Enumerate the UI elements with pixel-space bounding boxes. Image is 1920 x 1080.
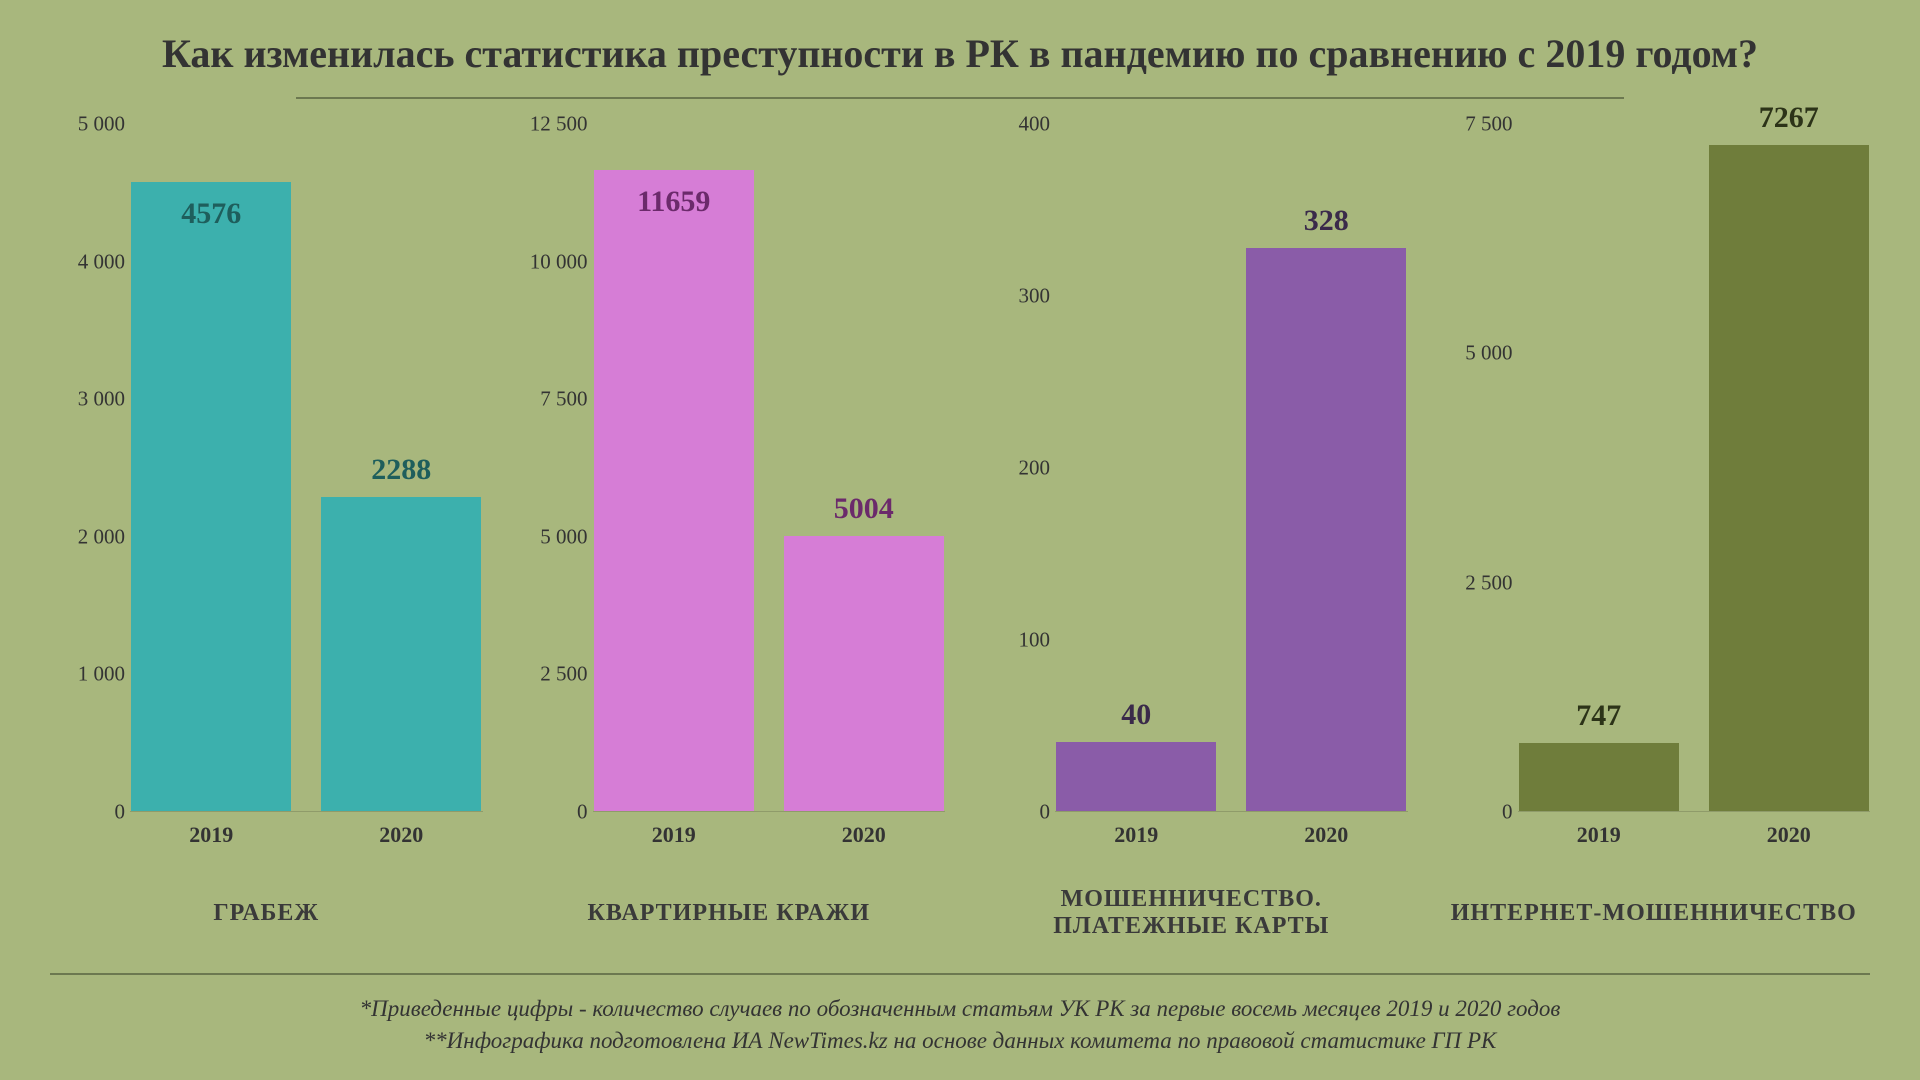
chart-panel: 02 5005 0007 500747726720192020ИНТЕРНЕТ-… bbox=[1438, 124, 1871, 943]
bar: 40 bbox=[1056, 742, 1216, 811]
x-axis: 2019 2020 bbox=[975, 822, 1408, 848]
y-tick: 7 500 bbox=[1465, 112, 1512, 137]
x-tick: 2020 bbox=[1709, 822, 1869, 848]
infographic-container: Как изменилась статистика преступности в… bbox=[0, 0, 1920, 1080]
bar: 4576 bbox=[131, 182, 291, 811]
page-title: Как изменилась статистика преступности в… bbox=[50, 30, 1870, 77]
y-axis: 02 5005 0007 500 bbox=[1438, 124, 1513, 812]
y-tick: 300 bbox=[1019, 284, 1051, 309]
bars-wrap: 11659 5004 bbox=[593, 124, 946, 812]
x-axis: 2019 2020 bbox=[50, 822, 483, 848]
chart-panel: 01002003004004032820192020МОШЕННИЧЕСТВО.… bbox=[975, 124, 1408, 943]
y-tick: 5 000 bbox=[78, 112, 125, 137]
bar-column: 747 bbox=[1519, 124, 1679, 811]
chart-title: КВАРТИРНЫЕ КРАЖИ bbox=[513, 883, 946, 943]
y-tick: 2 500 bbox=[1465, 570, 1512, 595]
plot-area: 01 0002 0003 0004 0005 00045762288 bbox=[50, 124, 483, 812]
bar: 328 bbox=[1246, 248, 1406, 811]
y-tick: 5 000 bbox=[540, 524, 587, 549]
plot-area: 010020030040040328 bbox=[975, 124, 1408, 812]
bar-column: 328 bbox=[1246, 124, 1406, 811]
title-divider bbox=[296, 97, 1625, 99]
bar-column: 4576 bbox=[131, 124, 291, 811]
bars-wrap: 40 328 bbox=[1055, 124, 1408, 812]
y-tick: 0 bbox=[577, 800, 588, 825]
bar-value-label: 328 bbox=[1246, 204, 1406, 238]
y-tick: 400 bbox=[1019, 112, 1051, 137]
x-axis: 2019 2020 bbox=[513, 822, 946, 848]
footnotes: *Приведенные цифры - количество случаев … bbox=[50, 973, 1870, 1060]
y-tick: 4 000 bbox=[78, 249, 125, 274]
footnote-1: *Приведенные цифры - количество случаев … bbox=[50, 996, 1870, 1022]
bar-value-label: 4576 bbox=[131, 197, 291, 231]
bar-column: 7267 bbox=[1709, 124, 1869, 811]
x-axis: 2019 2020 bbox=[1438, 822, 1871, 848]
bar: 747 bbox=[1519, 743, 1679, 811]
y-tick: 2 500 bbox=[540, 662, 587, 687]
bar-column: 2288 bbox=[321, 124, 481, 811]
y-tick: 2 000 bbox=[78, 524, 125, 549]
y-tick: 100 bbox=[1019, 628, 1051, 653]
charts-row: 01 0002 0003 0004 0005 00045762288201920… bbox=[50, 124, 1870, 943]
y-axis: 02 5005 0007 50010 00012 500 bbox=[513, 124, 588, 812]
x-tick: 2019 bbox=[131, 822, 291, 848]
y-tick: 10 000 bbox=[530, 249, 588, 274]
bar-value-label: 747 bbox=[1519, 699, 1679, 733]
y-tick: 0 bbox=[1040, 800, 1051, 825]
y-tick: 0 bbox=[1502, 800, 1513, 825]
footnote-2: **Инфографика подготовлена ИА NewTimes.k… bbox=[50, 1028, 1870, 1054]
chart-title: ГРАБЕЖ bbox=[50, 883, 483, 943]
bars-wrap: 747 7267 bbox=[1518, 124, 1871, 812]
bar-value-label: 7267 bbox=[1709, 101, 1869, 135]
y-axis: 0100200300400 bbox=[975, 124, 1050, 812]
chart-title: МОШЕННИЧЕСТВО. ПЛАТЕЖНЫЕ КАРТЫ bbox=[975, 883, 1408, 943]
bar-value-label: 11659 bbox=[594, 185, 754, 219]
bar: 11659 bbox=[594, 170, 754, 811]
bar-column: 40 bbox=[1056, 124, 1216, 811]
y-tick: 1 000 bbox=[78, 662, 125, 687]
bar: 2288 bbox=[321, 497, 481, 811]
y-tick: 7 500 bbox=[540, 387, 587, 412]
x-tick: 2020 bbox=[321, 822, 481, 848]
y-tick: 200 bbox=[1019, 456, 1051, 481]
chart-panel: 02 5005 0007 50010 00012 500116595004201… bbox=[513, 124, 946, 943]
bar-value-label: 2288 bbox=[321, 453, 481, 487]
bar-column: 11659 bbox=[594, 124, 754, 811]
x-tick: 2019 bbox=[1056, 822, 1216, 848]
y-tick: 3 000 bbox=[78, 387, 125, 412]
plot-area: 02 5005 0007 5007477267 bbox=[1438, 124, 1871, 812]
bar: 5004 bbox=[784, 536, 944, 811]
x-tick: 2020 bbox=[1246, 822, 1406, 848]
bar-value-label: 5004 bbox=[784, 492, 944, 526]
chart-panel: 01 0002 0003 0004 0005 00045762288201920… bbox=[50, 124, 483, 943]
x-tick: 2019 bbox=[594, 822, 754, 848]
plot-area: 02 5005 0007 50010 00012 500116595004 bbox=[513, 124, 946, 812]
y-axis: 01 0002 0003 0004 0005 000 bbox=[50, 124, 125, 812]
bar: 7267 bbox=[1709, 145, 1869, 811]
y-tick: 12 500 bbox=[530, 112, 588, 137]
bar-value-label: 40 bbox=[1056, 698, 1216, 732]
bars-wrap: 4576 2288 bbox=[130, 124, 483, 812]
x-tick: 2019 bbox=[1519, 822, 1679, 848]
chart-title: ИНТЕРНЕТ-МОШЕННИЧЕСТВО bbox=[1438, 883, 1871, 943]
y-tick: 0 bbox=[115, 800, 126, 825]
x-tick: 2020 bbox=[784, 822, 944, 848]
bar-column: 5004 bbox=[784, 124, 944, 811]
y-tick: 5 000 bbox=[1465, 341, 1512, 366]
